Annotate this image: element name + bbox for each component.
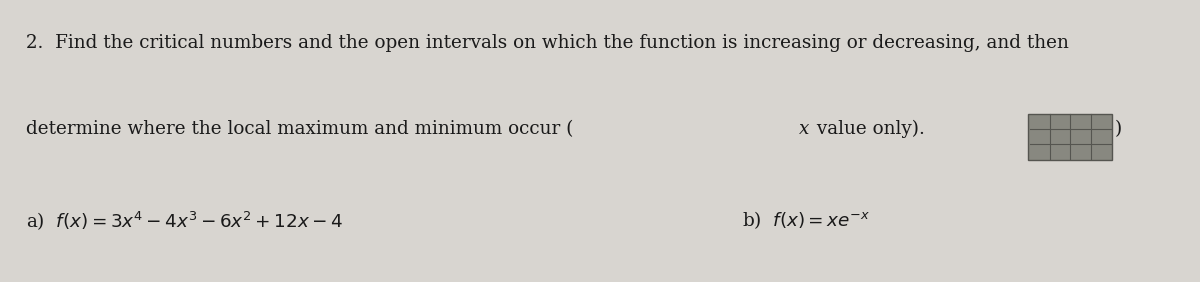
Text: ): ): [1115, 120, 1122, 138]
Text: a)  $f(x) = 3x^4 - 4x^3 - 6x^2 + 12x - 4$: a) $f(x) = 3x^4 - 4x^3 - 6x^2 + 12x - 4$: [26, 209, 343, 232]
FancyBboxPatch shape: [1028, 114, 1112, 160]
Text: x: x: [799, 120, 810, 138]
Text: determine where the local maximum and minimum occur (: determine where the local maximum and mi…: [26, 120, 574, 138]
Text: 2.  Find the critical numbers and the open intervals on which the function is in: 2. Find the critical numbers and the ope…: [26, 34, 1069, 52]
Text: value only).: value only).: [811, 120, 936, 138]
Text: b)  $f(x) = xe^{-x}$: b) $f(x) = xe^{-x}$: [742, 209, 870, 230]
